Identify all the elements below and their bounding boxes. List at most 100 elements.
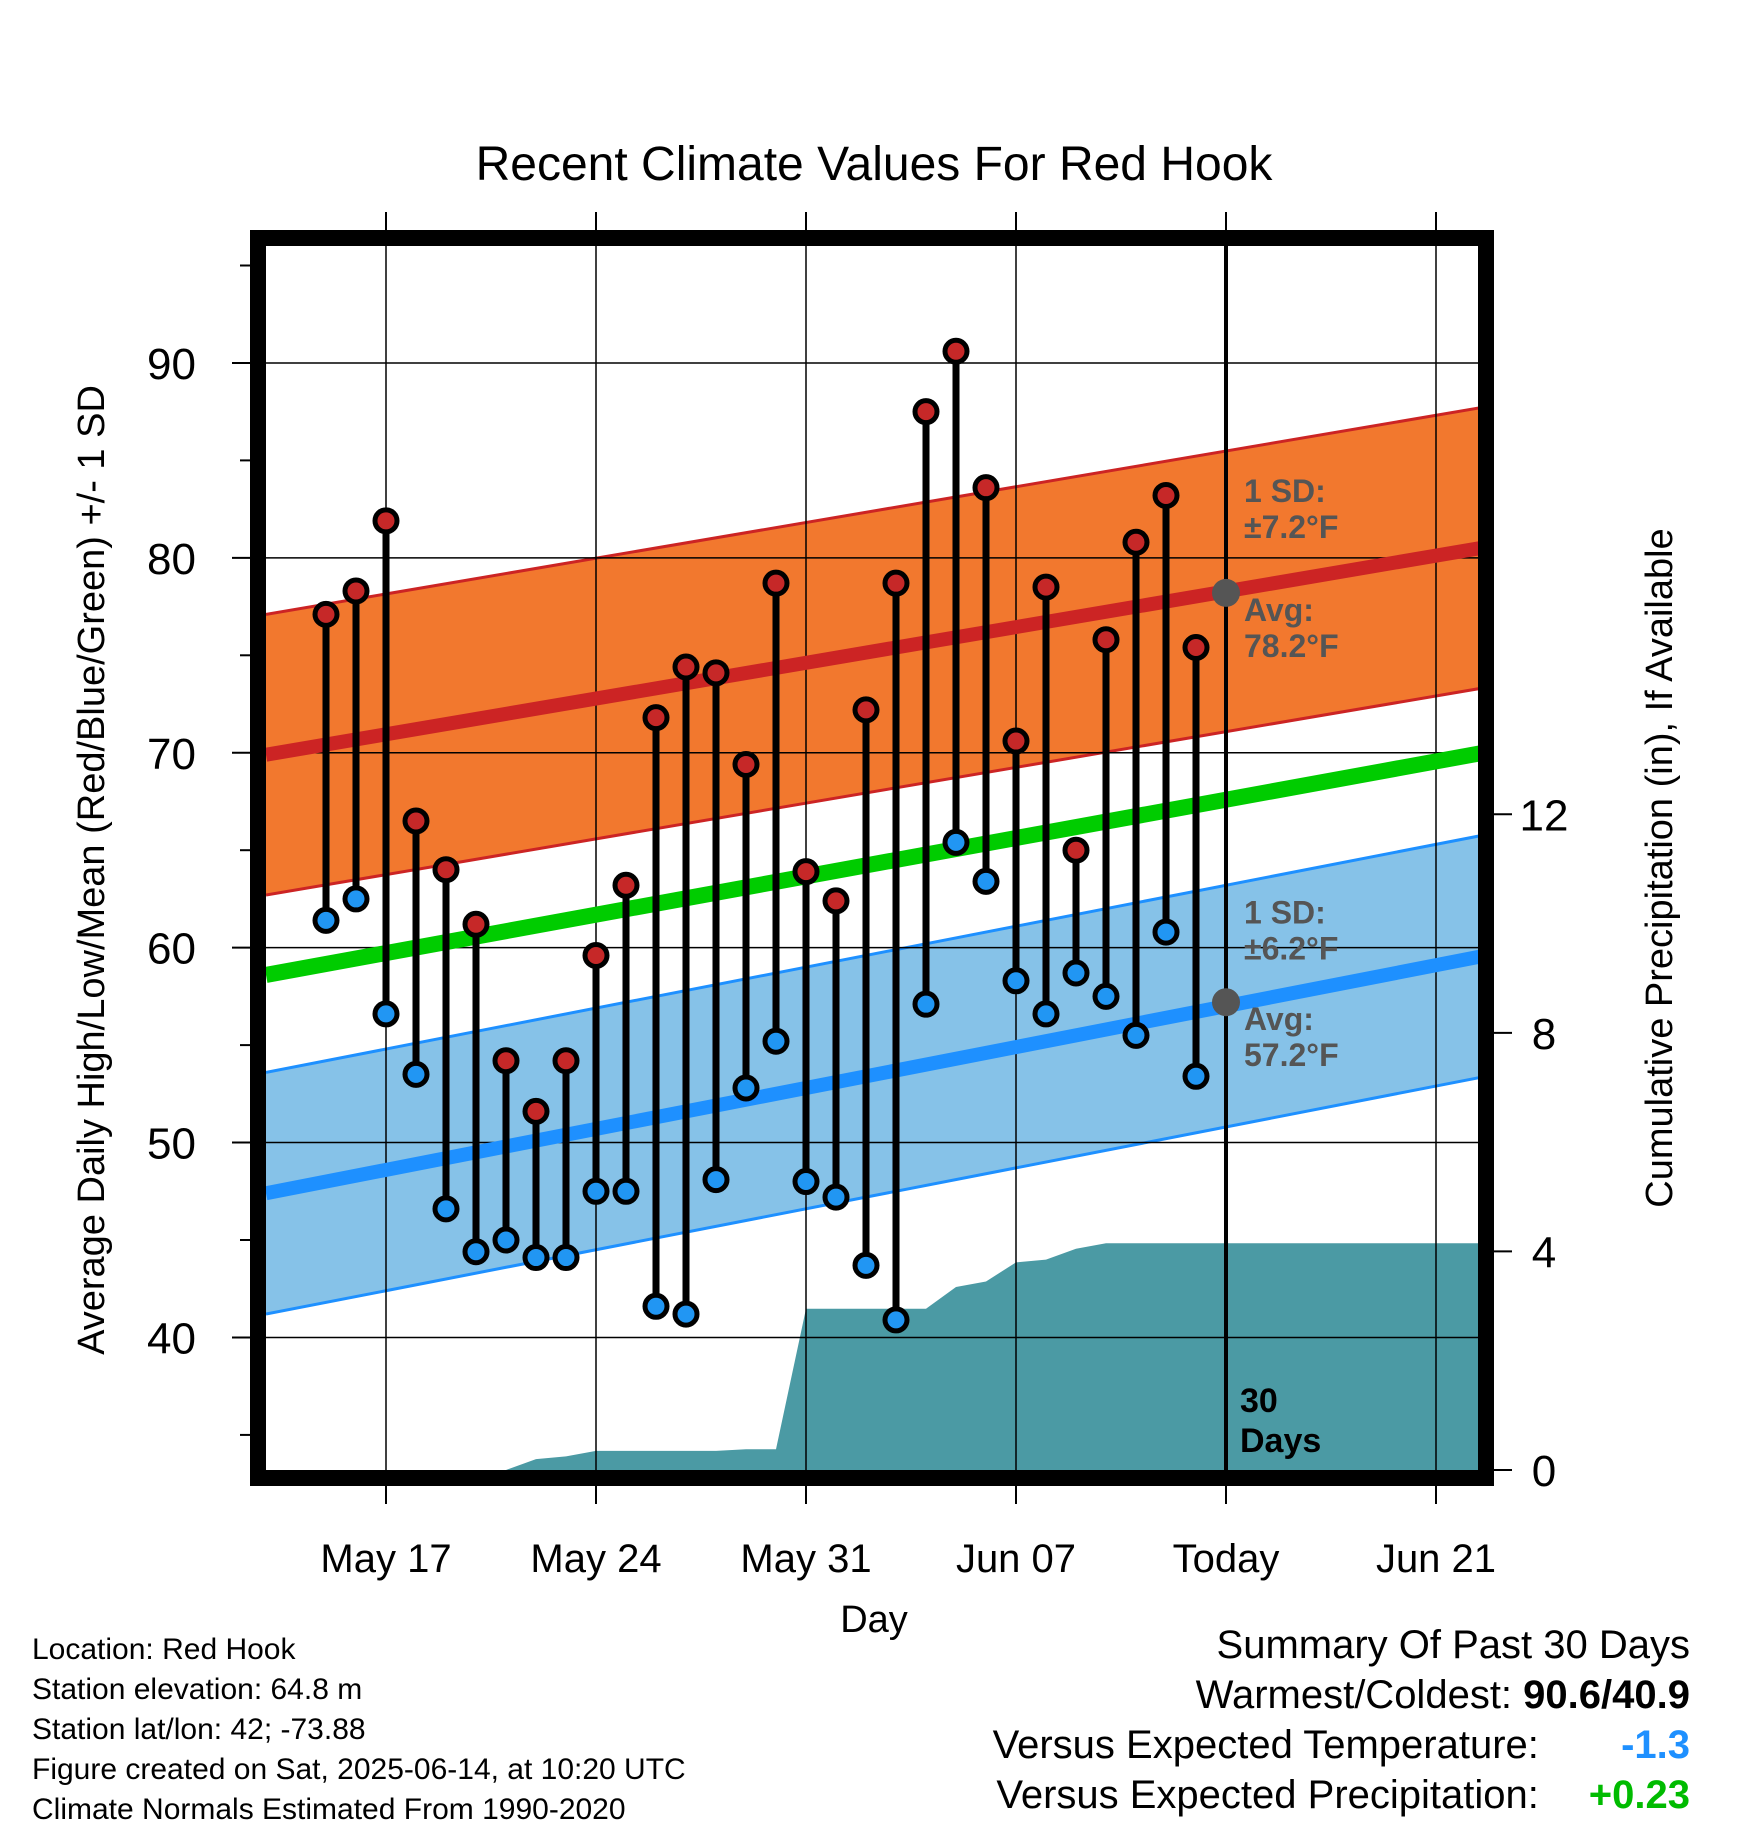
x-tick-label: Jun 07 xyxy=(956,1537,1076,1581)
low-point xyxy=(312,906,340,934)
x-tick-label: May 31 xyxy=(740,1537,871,1581)
precip-label: Versus Expected Precipitation: xyxy=(996,1773,1539,1817)
low-point xyxy=(612,1177,640,1205)
low-point xyxy=(372,1000,400,1028)
y2-tick-label: 12 xyxy=(1520,791,1569,840)
high-point xyxy=(1122,528,1150,556)
high-point xyxy=(522,1097,550,1125)
y-tick-label: 90 xyxy=(147,340,196,389)
axes: 40 50 60 70 80 90 0 4 8 12 May 17 May 24 May 31 Jun 0… xyxy=(147,212,1568,1581)
low-sd-annotation-line: 1 SD: xyxy=(1244,895,1326,931)
warmest-value: 90.6/40.9 xyxy=(1523,1673,1690,1717)
low-avg-marker xyxy=(1212,988,1240,1017)
summary-panel: Summary Of Past 30 Days Warmest/Coldest:… xyxy=(993,1620,1690,1820)
temp-label: Versus Expected Temperature: xyxy=(992,1723,1539,1767)
temp-value: -1.3 xyxy=(1621,1723,1690,1767)
high-point xyxy=(462,910,490,938)
low-avg-annotation-line: Avg: xyxy=(1244,1001,1314,1037)
x-tick-label: Today xyxy=(1173,1537,1280,1581)
low-avg-annotation-line: 57.2°F xyxy=(1244,1037,1339,1073)
y-axis-label: Average Daily High/Low/Mean (Red/Blue/Gr… xyxy=(71,385,113,1355)
latlon-text: Station lat/lon: 42; -73.88 xyxy=(32,1713,366,1746)
high-point xyxy=(492,1047,520,1075)
low-point xyxy=(1092,982,1120,1010)
low-point xyxy=(852,1251,880,1279)
precip-area xyxy=(266,1243,1478,1470)
high-point xyxy=(312,600,340,628)
high-point xyxy=(672,653,700,681)
high-point xyxy=(432,856,460,884)
low-point xyxy=(1062,959,1090,987)
y2-axis-label: Cumulative Precipitation (in), If Availa… xyxy=(1639,528,1681,1207)
low-point xyxy=(672,1300,700,1328)
today-days-label-line: Days xyxy=(1240,1422,1321,1460)
low-point xyxy=(1002,967,1030,995)
station-info: Location: Red Hook Station elevation: 64… xyxy=(32,1630,686,1830)
low-point xyxy=(1182,1062,1210,1090)
high-point xyxy=(642,704,670,732)
high-band-upper-edge xyxy=(266,406,1478,616)
high-point xyxy=(1002,727,1030,755)
low-point xyxy=(492,1226,520,1254)
chart-title: Recent Climate Values For Red Hook xyxy=(476,138,1274,191)
created-text: Figure created on Sat, 2025-06-14, at 10… xyxy=(32,1753,686,1786)
y-tick-label: 60 xyxy=(147,925,196,974)
today-days-label-line: 30 xyxy=(1240,1382,1278,1420)
low-point xyxy=(942,828,970,856)
location-text: Location: Red Hook xyxy=(32,1633,296,1666)
high-avg-annotation-line: 78.2°F xyxy=(1244,628,1339,664)
high-point xyxy=(732,750,760,778)
low-point xyxy=(702,1166,730,1194)
low-point xyxy=(522,1244,550,1272)
normals-text: Climate Normals Estimated From 1990-2020 xyxy=(32,1793,626,1826)
low-point xyxy=(642,1292,670,1320)
low-point xyxy=(432,1195,460,1223)
high-avg-annotation-line: Avg: xyxy=(1244,592,1314,628)
high-point xyxy=(1032,573,1060,601)
low-point xyxy=(1122,1021,1150,1049)
high-point xyxy=(1182,634,1210,662)
high-point xyxy=(702,659,730,687)
summary-title: Summary Of Past 30 Days xyxy=(1216,1623,1690,1667)
low-point xyxy=(552,1244,580,1272)
low-point xyxy=(1152,918,1180,946)
low-point xyxy=(882,1306,910,1334)
summary-precip-row: Versus Expected Precipitation: +0.23 xyxy=(993,1770,1690,1820)
high-point xyxy=(612,871,640,899)
low-point xyxy=(582,1177,610,1205)
high-point xyxy=(1152,481,1180,509)
y2-tick-label: 4 xyxy=(1532,1228,1556,1277)
high-avg-annotation: Avg: 78.2°F xyxy=(1244,592,1339,664)
high-sd-annotation-line: ±7.2°F xyxy=(1244,509,1338,545)
x-tick-label: May 24 xyxy=(530,1537,661,1581)
low-point xyxy=(1032,1000,1060,1028)
y2-tick-label: 0 xyxy=(1532,1447,1556,1496)
high-point xyxy=(402,807,430,835)
today-days-label: 30 Days xyxy=(1240,1382,1321,1460)
low-point xyxy=(732,1074,760,1102)
x-tick-label: Jun 21 xyxy=(1376,1537,1496,1581)
y2-tick-label: 8 xyxy=(1532,1010,1556,1059)
high-point xyxy=(342,577,370,605)
y-tick-label: 50 xyxy=(147,1120,196,1169)
low-point xyxy=(822,1183,850,1211)
y-tick-label: 80 xyxy=(147,535,196,584)
low-point xyxy=(342,885,370,913)
y-tick-label: 70 xyxy=(147,730,196,779)
high-sd-annotation-line: 1 SD: xyxy=(1244,473,1326,509)
y-tick-label: 40 xyxy=(147,1314,196,1363)
summary-warmest-row: Warmest/Coldest: 90.6/40.9 xyxy=(993,1670,1690,1720)
low-point xyxy=(972,867,1000,895)
x-tick-label: May 17 xyxy=(320,1537,451,1581)
high-point xyxy=(822,887,850,915)
high-point xyxy=(942,337,970,365)
high-point xyxy=(1062,836,1090,864)
high-point xyxy=(792,858,820,886)
high-point xyxy=(1092,626,1120,654)
high-sd-annotation: 1 SD: ±7.2°F xyxy=(1244,473,1338,545)
high-point xyxy=(882,569,910,597)
low-point xyxy=(792,1168,820,1196)
summary-temp-row: Versus Expected Temperature: -1.3 xyxy=(993,1720,1690,1770)
